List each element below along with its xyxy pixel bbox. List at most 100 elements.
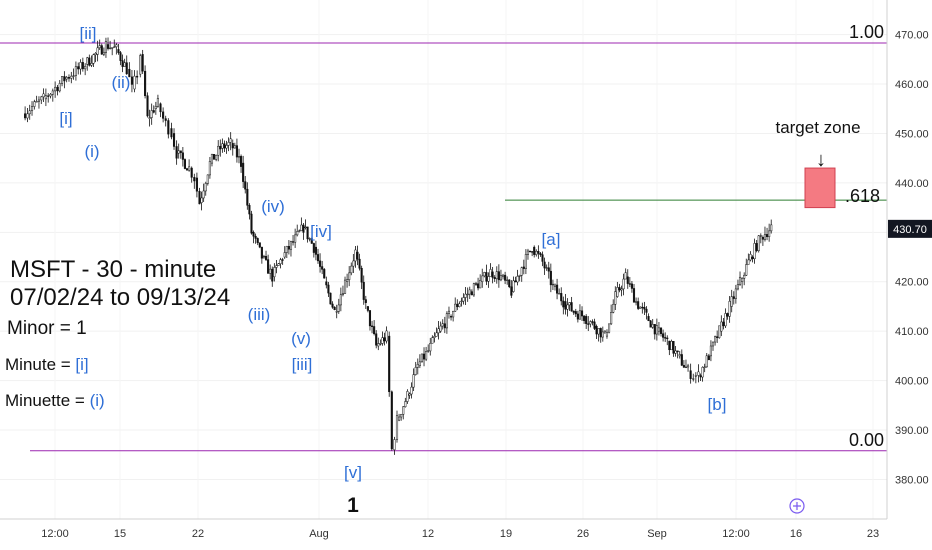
candle-body	[722, 321, 725, 327]
candle-body	[529, 250, 532, 253]
candle-body	[170, 128, 173, 138]
candle-body	[61, 76, 64, 84]
candle-body	[668, 340, 671, 351]
candle-body	[477, 283, 480, 289]
candle-body	[616, 287, 619, 297]
candle-body	[591, 321, 594, 323]
candle-body	[79, 62, 82, 70]
candle-body	[371, 325, 374, 327]
candle-body	[583, 315, 586, 321]
candle-body	[605, 331, 609, 337]
candle-body	[749, 254, 752, 261]
candle-body	[404, 401, 407, 408]
candle-body	[487, 276, 490, 282]
candle-body	[657, 327, 660, 332]
candle-body	[770, 224, 773, 232]
candle-body	[460, 300, 463, 303]
candle-body	[260, 246, 263, 259]
candle-body	[287, 246, 290, 250]
candle-body	[612, 304, 615, 313]
candle-body	[333, 306, 336, 310]
target-zone-layer	[804, 167, 836, 209]
candle-body	[427, 350, 430, 352]
candle-body	[164, 118, 167, 121]
candle-body	[275, 265, 278, 268]
y-tick-label: 470.00	[895, 30, 929, 42]
candle-body	[597, 328, 600, 335]
candle-body	[472, 283, 475, 296]
last-price-label: 430.70	[893, 224, 927, 236]
candle-body	[701, 367, 704, 378]
candle-body	[327, 284, 330, 294]
candle-body	[755, 243, 758, 251]
candle-body	[558, 293, 561, 295]
candle-body	[620, 288, 623, 291]
x-tick-label: Aug	[309, 528, 329, 540]
candle-body	[281, 259, 284, 261]
candle-body	[312, 243, 315, 253]
candle-body	[416, 364, 419, 368]
candle-body	[30, 106, 34, 112]
symbol-info-title: MSFT - 30 - minute	[10, 256, 216, 283]
candle-body	[106, 44, 110, 49]
candle-body	[395, 415, 399, 440]
candle-body	[493, 277, 496, 279]
candle-body	[358, 258, 361, 269]
candle-body	[450, 316, 453, 318]
candle-body	[491, 271, 494, 278]
candle-body	[375, 333, 378, 346]
candle-body	[732, 296, 735, 299]
candle-body	[539, 253, 542, 255]
candle-body	[242, 162, 245, 182]
candle-body	[589, 321, 592, 325]
y-tick-label: 410.00	[895, 326, 929, 338]
candle-body	[462, 297, 465, 302]
x-tick-label: 16	[790, 528, 802, 540]
candle-body	[724, 313, 727, 327]
fib-level-label: 0.00	[849, 430, 884, 450]
candle-body	[77, 66, 80, 70]
wave-label: [iv]	[310, 222, 332, 241]
x-tick-label: 22	[192, 528, 204, 540]
candle-body	[441, 323, 444, 327]
candle-body	[741, 278, 744, 282]
candle-body	[510, 286, 513, 296]
wave-label: (i)	[84, 142, 99, 161]
candle-body	[736, 284, 739, 290]
candle-body	[637, 301, 640, 309]
candle-body	[520, 267, 523, 276]
x-tick-label: 12	[422, 528, 434, 540]
minute-legend-value: [i]	[75, 355, 88, 374]
fib-level-label: 1.00	[849, 22, 884, 42]
candle-body	[664, 337, 667, 339]
last-price-marker: 430.70	[888, 219, 932, 238]
candle-body	[258, 242, 261, 248]
candle-body	[379, 343, 382, 345]
add-alert-icon[interactable]	[789, 498, 805, 514]
candle-body	[456, 303, 459, 308]
candle-body	[649, 320, 652, 328]
candle-body	[289, 241, 293, 250]
candle-body	[533, 246, 536, 255]
candle-body	[306, 226, 309, 240]
candle-body	[562, 300, 565, 308]
wave-label: [ii]	[80, 24, 97, 43]
candle-body	[74, 66, 77, 76]
candle-body	[323, 269, 326, 279]
wave-label: [v]	[344, 463, 362, 482]
candle-body	[208, 161, 211, 176]
candle-body	[321, 266, 324, 270]
target-zone-arrow: ↓	[816, 149, 826, 171]
minute-legend-prefix: Minute =	[5, 355, 75, 374]
candle-body	[568, 302, 571, 306]
candle-body	[516, 276, 519, 283]
candle-body	[639, 306, 642, 309]
candle-body	[58, 83, 61, 92]
y-tick-label: 450.00	[895, 128, 929, 140]
candle-body	[277, 263, 280, 266]
candle-body	[761, 237, 764, 240]
candle-body	[682, 365, 685, 368]
candle-body	[643, 306, 646, 310]
candle-body	[362, 281, 365, 300]
candle-body	[684, 366, 688, 369]
